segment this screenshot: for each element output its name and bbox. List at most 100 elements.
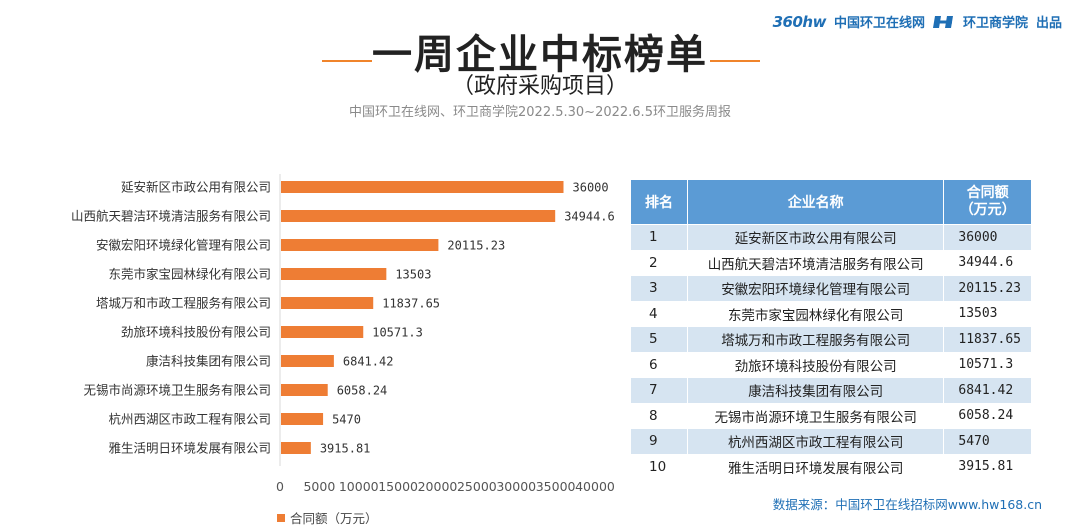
bar — [281, 268, 387, 280]
header-rank: 排名 — [630, 179, 688, 225]
bar — [281, 355, 334, 367]
category-label: 安徽宏阳环境绿化管理有限公司 — [96, 238, 271, 253]
page-title: 一周企业中标榜单 — [372, 32, 708, 78]
table-row: 2 山西航天碧洁环境清洁服务有限公司 34944.6 — [630, 249, 1032, 276]
company-name-cell: 雅生活明日环境发展有限公司 — [686, 453, 945, 480]
header-amount: 合同额 （万元） — [943, 179, 1032, 225]
rank-cell: 6 — [630, 351, 688, 378]
company-name-cell: 安徽宏阳环境绿化管理有限公司 — [686, 275, 945, 302]
table-body: 1 延安新区市政公用有限公司 36000 2 山西航天碧洁环境清洁服务有限公司 34944… — [630, 224, 1032, 480]
category-label: 劲旅环境科技股份有限公司 — [121, 325, 271, 340]
table-row: 7 康洁科技集团有限公司 6841.42 — [630, 377, 1032, 404]
table-row: 5 塔城万和市政工程服务有限公司 11837.65 — [630, 326, 1032, 353]
title-accent-line-left — [322, 60, 372, 62]
category-label: 塔城万和市政工程服务有限公司 — [96, 296, 271, 311]
category-label: 无锡市尚源环境卫生服务有限公司 — [83, 383, 271, 398]
category-label: 康洁科技集团有限公司 — [146, 354, 271, 369]
x-tick-label: 20000 — [418, 479, 458, 494]
legend-label: 合同额（万元） — [290, 511, 378, 526]
amount-cell: 5470 — [943, 428, 1032, 455]
x-tick-label: 10000 — [339, 479, 379, 494]
company-name-cell: 杭州西湖区市政工程有限公司 — [686, 428, 945, 455]
brand-site-name: 中国环卫在线网 — [833, 16, 925, 31]
brand-suffix: 出品 — [1035, 16, 1062, 31]
table-row: 4 东莞市家宝园林绿化有限公司 13503 — [630, 300, 1032, 327]
ticks-layer: 0 5000 10000 15000 20000 25000 30000 35000 40000 — [276, 479, 615, 494]
rank-cell: 5 — [630, 326, 688, 353]
table-row: 9 杭州西湖区市政工程有限公司 5470 — [630, 428, 1032, 455]
category-label: 杭州西湖区市政工程有限公司 — [108, 412, 271, 427]
x-tick-label: 30000 — [496, 479, 536, 494]
rank-cell: 10 — [630, 453, 688, 480]
amount-cell: 10571.3 — [943, 351, 1032, 378]
rank-cell: 1 — [630, 224, 688, 251]
company-name-cell: 塔城万和市政工程服务有限公司 — [686, 326, 945, 353]
table-row: 3 安徽宏阳环境绿化管理有限公司 20115.23 — [630, 275, 1032, 302]
category-label: 延安新区市政公用有限公司 — [121, 180, 271, 195]
category-label: 东莞市家宝园林绿化有限公司 — [108, 267, 271, 282]
ranking-table: 排名 企业名称 合同额 （万元） 1 延安新区市政公用有限公司 36000 2 山西航天… — [630, 179, 1032, 480]
value-label: 10571.3 — [372, 326, 423, 340]
value-label: 13503 — [395, 268, 431, 282]
table-row: 6 劲旅环境科技股份有限公司 10571.3 — [630, 351, 1032, 378]
x-tick-label: 40000 — [575, 479, 615, 494]
header-company-name: 企业名称 — [686, 179, 945, 225]
page-subtitle: （政府采购项目） — [451, 74, 628, 99]
table-row: 8 无锡市尚源环境卫生服务有限公司 6058.24 — [630, 402, 1032, 429]
amount-cell: 34944.6 — [943, 249, 1032, 276]
table-row: 1 延安新区市政公用有限公司 36000 — [630, 224, 1032, 251]
amount-cell: 6058.24 — [943, 402, 1032, 429]
brand-bar: 360hw 中国环卫在线网 环卫商学院 出品 — [773, 12, 1062, 32]
amount-cell: 11837.65 — [943, 326, 1032, 353]
x-tick-label: 15000 — [378, 479, 418, 494]
value-label: 20115.23 — [447, 239, 505, 253]
value-label: 36000 — [573, 181, 609, 195]
amount-cell: 36000 — [943, 224, 1032, 251]
x-tick-label: 25000 — [457, 479, 497, 494]
table-header-row: 排名 企业名称 合同额 （万元） — [630, 179, 1032, 225]
hw-logo-icon — [932, 14, 955, 30]
bar — [281, 413, 324, 425]
rank-cell: 2 — [630, 249, 688, 276]
data-source-note: 数据来源：中国环卫在线招标网www.hw168.cn — [772, 497, 1042, 512]
header-amount-line1: 合同额 — [966, 185, 1009, 201]
x-tick-label: 5000 — [303, 479, 335, 494]
category-label: 山西航天碧洁环境清洁服务有限公司 — [71, 209, 271, 224]
value-label: 3915.81 — [320, 442, 371, 456]
chart-legend: 合同额（万元） — [277, 508, 378, 527]
bar — [281, 326, 364, 338]
header-amount-line2: （万元） — [959, 202, 1016, 218]
amount-cell: 3915.81 — [943, 453, 1032, 480]
rank-cell: 7 — [630, 377, 688, 404]
report-source-line: 中国环卫在线网、环卫商学院2022.5.30~2022.6.5环卫服务周报 — [349, 105, 731, 120]
bar — [281, 297, 374, 309]
x-tick-label: 35000 — [536, 479, 576, 494]
amount-cell: 13503 — [943, 300, 1032, 327]
value-label: 5470 — [332, 413, 361, 427]
company-name-cell: 劲旅环境科技股份有限公司 — [686, 351, 945, 378]
value-label: 11837.65 — [382, 297, 440, 311]
amount-cell: 6841.42 — [943, 377, 1032, 404]
bar — [281, 181, 564, 193]
company-name-cell: 延安新区市政公用有限公司 — [686, 224, 945, 251]
company-name-cell: 山西航天碧洁环境清洁服务有限公司 — [686, 249, 945, 276]
company-name-cell: 无锡市尚源环境卫生服务有限公司 — [686, 402, 945, 429]
company-name-cell: 东莞市家宝园林绿化有限公司 — [686, 300, 945, 327]
table-row: 10 雅生活明日环境发展有限公司 3915.81 — [630, 453, 1032, 480]
brand-school-name: 环卫商学院 — [962, 16, 1028, 31]
rank-cell: 9 — [630, 428, 688, 455]
value-label: 34944.6 — [564, 210, 615, 224]
legend-swatch — [277, 513, 285, 522]
bar-chart: 延安新区市政公用有限公司 36000 山西航天碧洁环境清洁服务有限公司 34944.6… — [71, 174, 615, 494]
bar — [281, 442, 311, 454]
value-label: 6058.24 — [337, 384, 388, 398]
bars-layer — [281, 181, 564, 454]
rank-cell: 8 — [630, 402, 688, 429]
labels-layer: 延安新区市政公用有限公司 36000 山西航天碧洁环境清洁服务有限公司 34944.6… — [71, 180, 615, 456]
bar — [281, 239, 439, 251]
rank-cell: 3 — [630, 275, 688, 302]
title-accent-line-right — [710, 60, 760, 62]
value-label: 6841.42 — [343, 355, 394, 369]
rank-cell: 4 — [630, 300, 688, 327]
company-name-cell: 康洁科技集团有限公司 — [686, 377, 945, 404]
